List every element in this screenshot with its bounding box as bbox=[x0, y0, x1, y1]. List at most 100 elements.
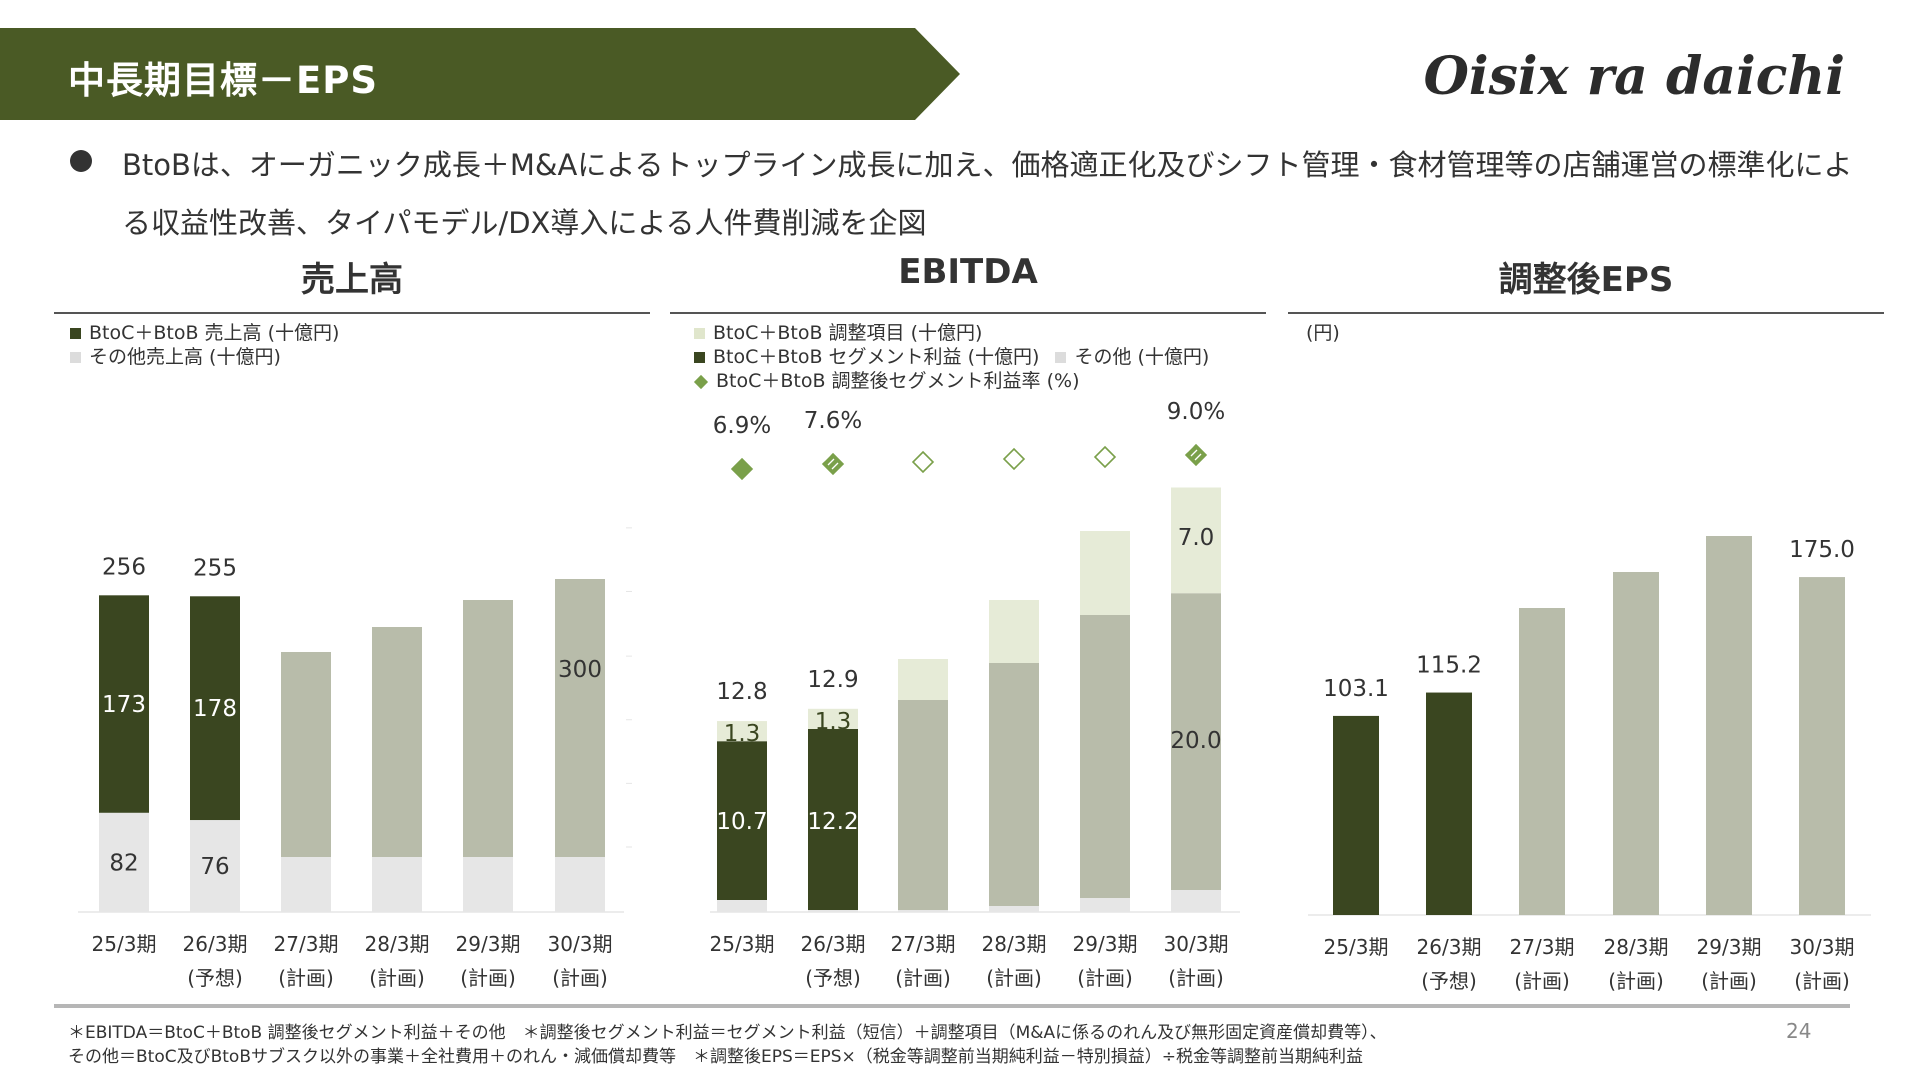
eps-bar bbox=[1519, 608, 1565, 915]
page-title: 中長期目標－EPS bbox=[68, 59, 379, 102]
segment-profit-label: 10.7 bbox=[716, 809, 767, 835]
ebitda-other-bar bbox=[1171, 890, 1221, 912]
marker-hatch bbox=[1186, 445, 1194, 453]
legend-swatch-pale bbox=[694, 328, 705, 339]
segment-profit-bar bbox=[1171, 593, 1221, 890]
segment-profit-bar bbox=[1080, 615, 1130, 898]
category-sublabel: (計画) bbox=[986, 966, 1042, 990]
marker-hatch bbox=[1190, 449, 1198, 457]
margin-marker bbox=[1184, 443, 1208, 467]
adjustment-bar bbox=[989, 600, 1039, 663]
plan-revenue-bar bbox=[281, 652, 331, 857]
eps-value-label: 103.1 bbox=[1323, 676, 1389, 702]
btoc-btob-revenue-label: 173 bbox=[102, 692, 146, 718]
segment-profit-bar bbox=[989, 663, 1039, 906]
ebitda-total-label: 12.8 bbox=[716, 679, 767, 705]
eps-divider bbox=[1288, 312, 1884, 314]
legend-item: その他売上高 (十億円) bbox=[70, 345, 339, 369]
category-sublabel: (計画) bbox=[460, 966, 516, 990]
eps-chart: 103.1 115.2 175.0 25/3期 26/3期 (予想) 27/3期 (計画) 28… bbox=[1308, 536, 1871, 993]
category-label: 28/3期 bbox=[1604, 935, 1669, 959]
other-revenue-bar bbox=[99, 812, 149, 912]
revenue-divider bbox=[54, 312, 650, 314]
marker-hatch bbox=[823, 454, 831, 462]
adjustment-label: 1.3 bbox=[724, 721, 761, 747]
category-label: 27/3期 bbox=[1510, 935, 1575, 959]
margin-label: 6.9% bbox=[713, 413, 771, 439]
category-label: 29/3期 bbox=[456, 932, 521, 956]
legend-swatch-light bbox=[1055, 352, 1067, 363]
eps-title: 調整後EPS bbox=[1498, 260, 1674, 300]
page-number: 24 bbox=[1786, 1019, 1812, 1043]
category-sublabel: (計画) bbox=[552, 966, 608, 990]
category-label: 30/3期 bbox=[1164, 932, 1229, 956]
adjustment-label: 7.0 bbox=[1178, 525, 1215, 551]
other-revenue-label: 82 bbox=[109, 850, 138, 876]
category-label: 27/3期 bbox=[274, 932, 339, 956]
revenue-chart: 82 173 256 76 178 255 300 25/3期 26/3期 (予想) 27/3期 (計… bbox=[78, 527, 632, 990]
legend-label: その他売上高 (十億円) bbox=[89, 346, 281, 368]
company-logo: Oisix ra daichi bbox=[1423, 46, 1845, 107]
segment-profit-label: 12.2 bbox=[807, 809, 858, 835]
category-label: 25/3期 bbox=[1324, 935, 1389, 959]
category-sublabel: (計画) bbox=[278, 966, 334, 990]
segment-profit-bar bbox=[808, 728, 858, 910]
title-banner bbox=[0, 28, 960, 120]
eps-value-label: 115.2 bbox=[1416, 653, 1482, 679]
marker-hatch bbox=[831, 462, 839, 470]
category-sublabel: (予想) bbox=[1421, 969, 1477, 993]
eps-bar bbox=[1706, 536, 1752, 915]
category-label: 30/3期 bbox=[548, 932, 613, 956]
plan-revenue-bar bbox=[555, 579, 605, 857]
plan-other-bar bbox=[281, 857, 331, 912]
legend-label: BtoC＋BtoB 売上高 (十億円) bbox=[89, 322, 340, 344]
category-sublabel: (予想) bbox=[805, 966, 861, 990]
ebitda-other-bar bbox=[989, 906, 1039, 912]
category-label: 29/3期 bbox=[1697, 935, 1762, 959]
margin-marker bbox=[911, 450, 935, 474]
category-sublabel: (計画) bbox=[1794, 969, 1850, 993]
ebitda-title: EBITDA bbox=[898, 252, 1038, 292]
segment-profit-bar bbox=[898, 700, 948, 910]
eps-bar bbox=[1799, 577, 1845, 915]
ebitda-other-bar bbox=[808, 910, 858, 912]
legend-swatch-dark bbox=[70, 328, 81, 339]
segment-profit-label: 20.0 bbox=[1170, 728, 1221, 754]
ebitda-divider bbox=[670, 312, 1266, 314]
legend-label: BtoC＋BtoB セグメント利益 (十億円) bbox=[713, 346, 1040, 368]
category-label: 26/3期 bbox=[183, 932, 248, 956]
adjustment-bar bbox=[1171, 487, 1221, 594]
category-sublabel: (計画) bbox=[1608, 969, 1664, 993]
segment-profit-bar bbox=[717, 741, 767, 900]
marker-hatch bbox=[1194, 453, 1202, 461]
ebitda-total-label: 12.9 bbox=[807, 667, 858, 693]
eps-unit: (円) bbox=[1306, 322, 1340, 344]
adjustment-label: 1.3 bbox=[815, 709, 852, 735]
adjustment-bar bbox=[1080, 531, 1130, 615]
bullet-text: BtoBは、オーガニック成長＋M&Aによるトップライン成長に加え、価格適正化及び… bbox=[122, 148, 1853, 240]
adjustment-bar bbox=[808, 708, 858, 729]
other-revenue-bar bbox=[190, 820, 240, 912]
plan-other-bar bbox=[372, 857, 422, 912]
plan-revenue-bar bbox=[463, 600, 513, 857]
footnote-line-1: ＊EBITDA＝BtoC＋BtoB 調整後セグメント利益＋その他 ＊調整後セグメ… bbox=[68, 1023, 1387, 1043]
legend-item: BtoC＋BtoB 調整項目 (十億円) bbox=[694, 321, 1209, 345]
revenue-plan-label: 300 bbox=[558, 657, 602, 683]
category-label: 25/3期 bbox=[710, 932, 775, 956]
legend-item: BtoC＋BtoB セグメント利益 (十億円) その他 (十億円) bbox=[694, 345, 1209, 369]
category-sublabel: (計画) bbox=[1077, 966, 1133, 990]
adjustment-bar bbox=[898, 659, 948, 700]
margin-marker bbox=[821, 452, 845, 476]
category-sublabel: (計画) bbox=[1514, 969, 1570, 993]
category-sublabel: (計画) bbox=[1168, 966, 1224, 990]
btoc-btob-revenue-bar bbox=[99, 595, 149, 813]
btoc-btob-revenue-bar bbox=[190, 596, 240, 821]
margin-label: 9.0% bbox=[1167, 399, 1225, 425]
legend-swatch-light bbox=[70, 352, 81, 363]
revenue-total-label: 256 bbox=[102, 554, 146, 580]
legend-label: その他 (十億円) bbox=[1074, 346, 1210, 368]
plan-other-bar bbox=[555, 857, 605, 912]
revenue-total-label: 255 bbox=[193, 555, 237, 581]
ebitda-other-bar bbox=[898, 910, 948, 912]
footer-divider bbox=[54, 1004, 1850, 1008]
